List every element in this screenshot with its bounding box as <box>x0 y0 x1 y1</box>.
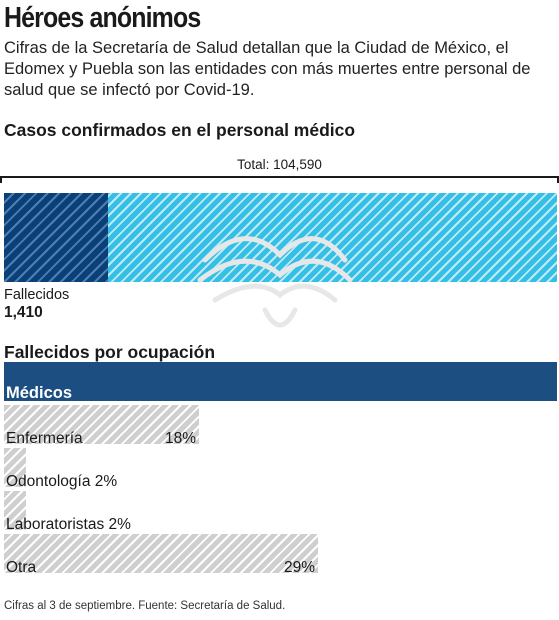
fallecidos-value: 1,410 <box>4 304 43 321</box>
fallecidos-bar <box>4 193 108 282</box>
chart-subtitle: Cifras de la Secretaría de Salud detalla… <box>4 39 531 99</box>
total-bracket-line <box>0 176 559 178</box>
occupation-bar-0 <box>4 362 557 401</box>
occupation-bar-1 <box>4 405 199 444</box>
occupation-label-4: Otra <box>6 559 37 576</box>
fallecidos-label: Fallecidos <box>4 287 70 303</box>
section-title-ocupacion: Fallecidos por ocupación <box>4 342 216 362</box>
occupation-label-3: Laboratoristas 2% <box>6 516 131 533</box>
occupation-bar-3 <box>4 491 26 530</box>
occupation-pct-4: 29% <box>284 559 316 576</box>
occupation-label-0: Médicos <box>6 384 73 402</box>
occupation-bar-2 <box>4 448 26 487</box>
occupation-bar-4 <box>4 534 318 573</box>
occupation-label-1: Enfermería <box>6 430 83 447</box>
total-label: Total: 104,590 <box>237 157 322 172</box>
chart-title: Héroes anónimos <box>4 2 201 34</box>
total-bracket-left-tick <box>0 176 2 183</box>
total-bracket-right-tick <box>557 176 559 183</box>
occupation-label-2: Odontología 2% <box>6 473 118 490</box>
eagle-watermark-icon <box>197 236 353 328</box>
occupation-pct-1: 18% <box>165 430 197 447</box>
section-title-casos: Casos confirmados en el personal médico <box>4 120 356 140</box>
source-note: Cifras al 3 de septiembre. Fuente: Secre… <box>4 600 286 612</box>
